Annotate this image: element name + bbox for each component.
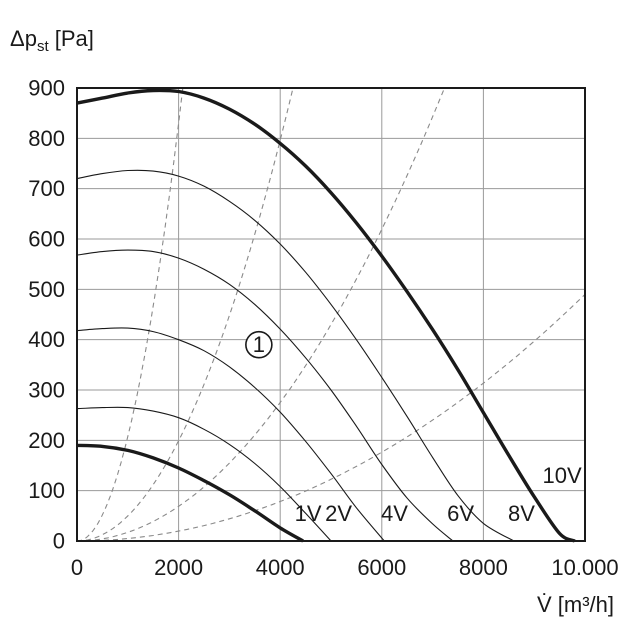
system-curve (76, 294, 586, 542)
y-tick-label: 0 (53, 529, 65, 554)
operating-point-marker: 1 (245, 330, 273, 359)
system-curve (76, 87, 294, 542)
curve-labels: 1V 2V 4V 6V 8V 10V (295, 463, 582, 526)
fan-curve-4v (76, 327, 385, 542)
y-axis-label-sub: st (37, 38, 50, 55)
y-tick-label: 300 (28, 378, 65, 403)
x-tick-label: 0 (71, 555, 83, 580)
y-tick-label: 900 (28, 76, 65, 101)
y-tick-label: 800 (28, 126, 65, 151)
fan-curve-6v (76, 249, 454, 542)
fan-curve-8v (76, 169, 515, 542)
fan-curve-2v (76, 406, 332, 542)
curve-label: 8V (508, 501, 535, 526)
x-axis-label: V̇ [m³/h] (537, 592, 614, 617)
plot-frame (76, 87, 586, 542)
x-tick-label: 8000 (459, 555, 508, 580)
y-tick-label: 700 (28, 176, 65, 201)
x-tick-label: 10.000 (551, 555, 618, 580)
fan-curves (76, 88, 576, 543)
y-tick-labels: 0 100 200 300 400 500 600 700 800 900 (28, 76, 65, 554)
x-tick-labels: 0 2000 4000 6000 8000 10.000 (71, 555, 619, 580)
system-curves (76, 87, 586, 542)
system-curve (76, 87, 184, 542)
y-axis-label: Δpst [Pa] (10, 26, 94, 55)
y-axis-label-unit: [Pa] (49, 26, 94, 51)
marker-circle (245, 330, 273, 359)
curve-label: 4V (381, 501, 408, 526)
curve-label: 1V (295, 501, 322, 526)
y-axis-label-main: Δp (10, 26, 37, 51)
y-tick-label: 200 (28, 428, 65, 453)
y-tick-label: 600 (28, 227, 65, 252)
x-tick-label: 2000 (154, 555, 203, 580)
y-tick-label: 500 (28, 277, 65, 302)
y-tick-label: 400 (28, 327, 65, 352)
fan-curve-1v (76, 443, 304, 543)
curve-label: 6V (447, 501, 474, 526)
x-tick-label: 6000 (357, 555, 406, 580)
system-curve (76, 87, 446, 542)
fan-curve-10v (76, 88, 576, 543)
curve-label: 2V (325, 501, 352, 526)
y-tick-label: 100 (28, 478, 65, 503)
marker-label: 1 (253, 332, 265, 357)
x-tick-label: 4000 (256, 555, 305, 580)
curve-label: 10V (543, 463, 582, 488)
